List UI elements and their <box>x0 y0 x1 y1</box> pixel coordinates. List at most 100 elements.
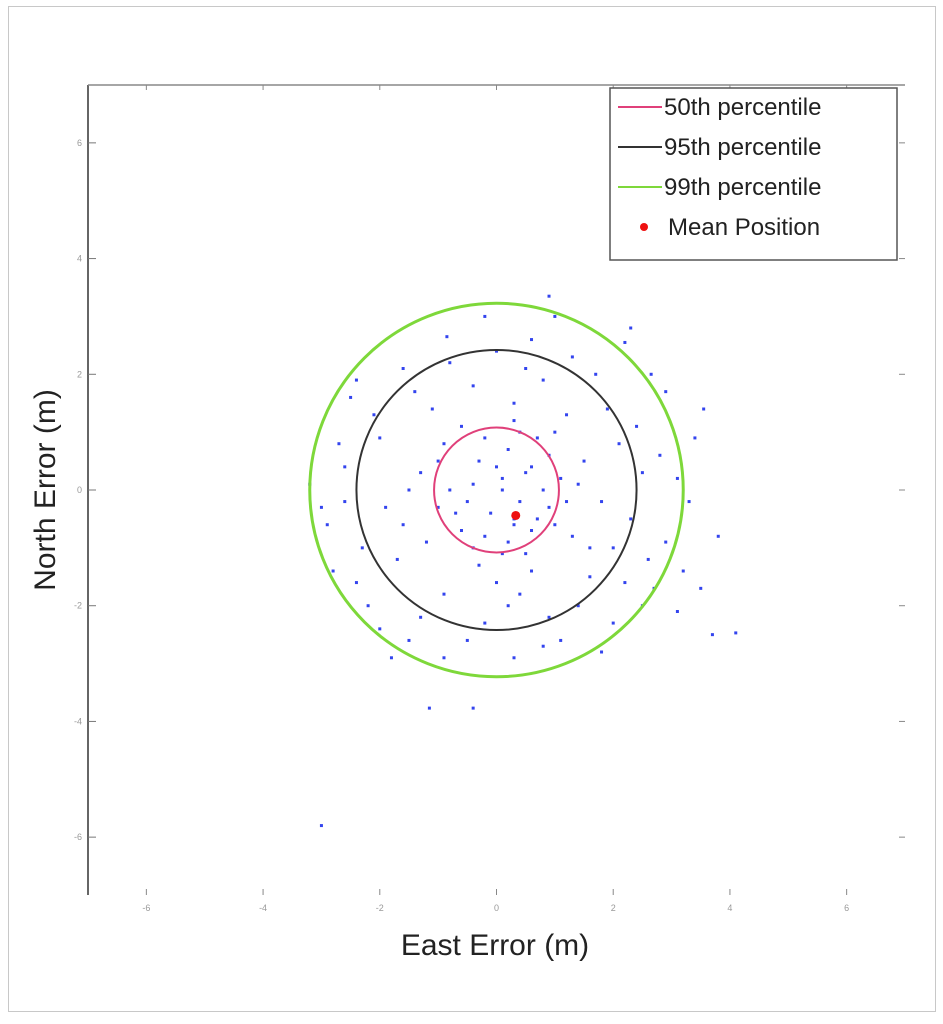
x-tick-label: 2 <box>611 903 616 913</box>
y-tick-label: 6 <box>77 138 82 148</box>
legend-label: 99th percentile <box>664 174 821 201</box>
x-tick-label: 0 <box>494 903 499 913</box>
data-point <box>547 615 551 619</box>
data-point <box>716 534 720 538</box>
data-point <box>594 372 598 376</box>
data-point <box>649 372 653 376</box>
data-point <box>419 471 423 475</box>
data-point <box>559 638 563 642</box>
data-point <box>699 586 703 590</box>
data-point <box>693 436 697 440</box>
data-point <box>354 581 358 585</box>
data-point <box>541 378 545 382</box>
data-point <box>389 656 393 660</box>
data-point <box>547 294 551 298</box>
data-point <box>530 529 534 532</box>
mean-position-marker <box>511 510 521 520</box>
data-point <box>664 390 668 394</box>
data-point <box>430 407 434 411</box>
y-tick-label: 2 <box>77 369 82 379</box>
data-point <box>530 569 534 573</box>
legend-label: Mean Position <box>668 214 820 241</box>
x-axis-label: East Error (m) <box>401 929 589 962</box>
data-point <box>477 563 481 567</box>
data-point <box>343 465 347 469</box>
data-point <box>483 436 487 440</box>
data-point <box>506 604 510 608</box>
x-tick-label: -4 <box>259 903 267 913</box>
data-point <box>442 442 446 446</box>
data-point <box>442 656 446 660</box>
data-point <box>495 349 498 353</box>
data-point <box>495 581 498 585</box>
data-point <box>518 592 522 596</box>
data-point <box>401 367 405 370</box>
data-point <box>553 523 557 527</box>
data-point <box>372 413 376 417</box>
data-point <box>366 604 370 608</box>
data-point <box>605 407 609 411</box>
data-point <box>471 482 475 486</box>
data-point <box>471 384 475 388</box>
data-point <box>419 615 423 619</box>
data-point <box>384 505 388 509</box>
data-point <box>343 500 347 504</box>
data-point <box>535 436 539 440</box>
data-point <box>465 500 469 504</box>
data-point <box>582 459 586 463</box>
circles-layer <box>308 301 685 679</box>
y-tick-label: 0 <box>77 485 82 495</box>
data-point <box>512 401 516 405</box>
data-point <box>702 407 706 411</box>
data-point <box>471 706 475 710</box>
data-point <box>629 326 633 330</box>
data-point <box>424 540 428 544</box>
data-point <box>541 644 545 648</box>
data-point <box>459 424 463 428</box>
data-point <box>512 523 516 527</box>
data-point <box>600 650 604 654</box>
x-tick-label: 6 <box>844 903 849 913</box>
data-point <box>354 378 358 382</box>
data-point <box>524 471 528 475</box>
data-point <box>629 517 633 521</box>
data-point <box>512 656 516 660</box>
data-point <box>658 453 662 457</box>
data-point <box>524 367 528 370</box>
data-point <box>360 546 364 550</box>
data-point <box>553 430 557 434</box>
data-point <box>734 631 738 635</box>
data-point <box>489 511 493 515</box>
data-point <box>565 500 569 504</box>
data-point <box>436 505 440 509</box>
data-point <box>530 338 534 342</box>
data-point <box>640 471 644 475</box>
data-point <box>687 500 691 504</box>
data-point <box>477 459 481 463</box>
y-tick-label: 4 <box>77 254 82 264</box>
data-point <box>500 476 504 480</box>
legend: 50th percentile 95th percentile 99th perce… <box>609 87 898 261</box>
data-point <box>530 465 534 469</box>
data-point <box>319 824 323 828</box>
data-point <box>349 395 353 399</box>
data-point <box>535 517 539 521</box>
percentile-circle <box>355 348 638 632</box>
data-point <box>445 335 449 339</box>
data-point <box>448 488 452 492</box>
data-point <box>635 424 639 428</box>
x-tick-label: -6 <box>142 903 150 913</box>
data-point <box>378 627 382 631</box>
data-point <box>407 488 411 492</box>
data-point <box>576 482 580 486</box>
data-point <box>500 488 504 492</box>
data-point <box>506 540 510 544</box>
data-point <box>623 581 627 585</box>
data-point <box>547 505 551 509</box>
data-point <box>331 569 335 573</box>
data-point <box>576 604 580 608</box>
data-point <box>611 546 615 550</box>
legend-box <box>609 87 898 261</box>
data-point <box>588 546 592 550</box>
data-point <box>483 534 487 538</box>
